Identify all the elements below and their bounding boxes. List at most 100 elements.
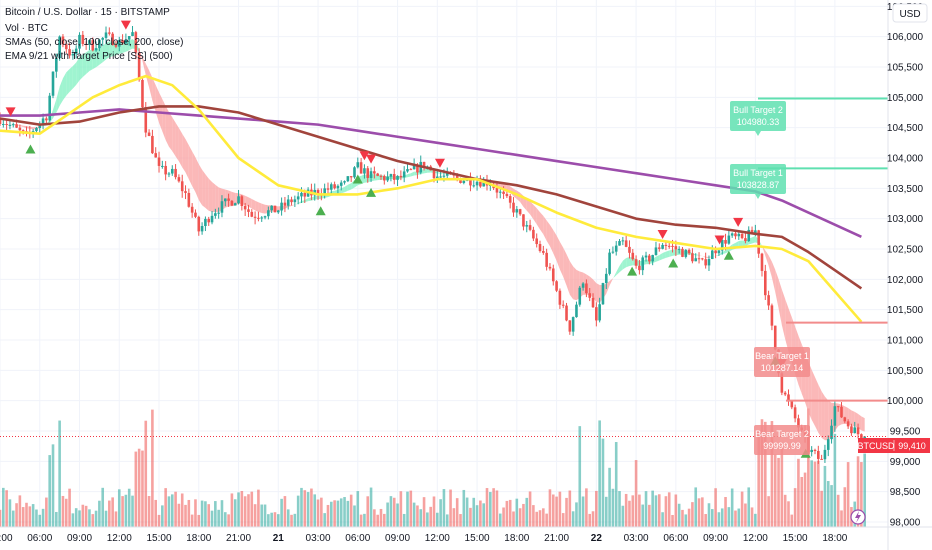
volume-bar bbox=[614, 442, 618, 527]
volume-bar bbox=[373, 509, 376, 527]
candle-body bbox=[167, 173, 171, 175]
candle-body bbox=[657, 247, 661, 249]
candle-body bbox=[697, 258, 701, 260]
volume-bar bbox=[462, 489, 466, 527]
candle-body bbox=[194, 212, 197, 217]
currency-label[interactable]: USD bbox=[892, 3, 928, 23]
candle-body bbox=[687, 249, 691, 254]
volume-bar bbox=[724, 497, 727, 527]
bear-ribbon-segment bbox=[291, 204, 295, 207]
volume-bar bbox=[525, 497, 529, 527]
replay-icon[interactable] bbox=[850, 509, 866, 525]
candle-body bbox=[214, 213, 217, 216]
bear-ribbon-segment bbox=[26, 126, 30, 129]
legend-volume: Vol · BTC bbox=[5, 23, 48, 34]
bear-ribbon-segment bbox=[824, 396, 829, 441]
volume-bar bbox=[505, 500, 509, 527]
bear-ribbon-segment bbox=[771, 261, 776, 293]
volume-bar bbox=[2, 487, 5, 527]
candle-body bbox=[638, 265, 641, 271]
bull-ribbon-segment bbox=[407, 173, 411, 178]
candle-body bbox=[681, 248, 684, 257]
volume-bar bbox=[634, 460, 638, 527]
volume-bar bbox=[35, 509, 38, 527]
candle-body bbox=[717, 250, 721, 254]
bear-signal-marker bbox=[120, 20, 131, 30]
candle-body bbox=[396, 175, 399, 180]
volume-bar bbox=[714, 488, 717, 527]
candle-body bbox=[227, 198, 230, 201]
volume-bar bbox=[51, 444, 55, 527]
candle-body bbox=[710, 250, 714, 260]
volume-bar bbox=[479, 500, 482, 527]
bull-ribbon-segment bbox=[622, 258, 627, 270]
candle-body bbox=[223, 198, 227, 202]
candle-body bbox=[455, 175, 459, 178]
bull-target-2-value: 104980.33 bbox=[737, 117, 780, 127]
volume-bar bbox=[329, 501, 333, 527]
volume-bar bbox=[452, 508, 456, 527]
volume-bar bbox=[595, 490, 598, 527]
candle-body bbox=[349, 176, 353, 178]
volume-bar bbox=[813, 461, 817, 527]
candle-body bbox=[250, 211, 254, 217]
volume-bars bbox=[0, 408, 866, 527]
volume-bar bbox=[657, 494, 661, 527]
candle-body bbox=[157, 157, 161, 166]
volume-bar bbox=[780, 443, 784, 527]
bull-signal-marker bbox=[627, 266, 638, 276]
bull-ribbon-segment bbox=[718, 251, 723, 256]
candle-body bbox=[329, 184, 333, 190]
candle-body bbox=[104, 32, 108, 38]
volume-bar bbox=[300, 487, 303, 527]
volume-bar bbox=[389, 496, 393, 527]
candle-body bbox=[48, 95, 51, 121]
bear-signal-marker bbox=[359, 151, 370, 161]
volume-bar bbox=[303, 490, 307, 527]
volume-bar bbox=[843, 487, 847, 527]
volume-bar bbox=[684, 514, 688, 527]
bull-ribbon-segment bbox=[414, 171, 418, 176]
candle-body bbox=[505, 193, 509, 197]
volume-bar bbox=[313, 494, 317, 527]
candle-body bbox=[734, 233, 737, 237]
candle-body bbox=[21, 130, 25, 132]
y-tick-label: 99,500 bbox=[890, 427, 921, 438]
x-tick-label: 03:00 bbox=[0, 533, 13, 544]
bull-ribbon-segment bbox=[722, 250, 726, 255]
candle-body bbox=[575, 304, 578, 318]
volume-bar bbox=[730, 488, 734, 527]
candle-body bbox=[170, 168, 174, 174]
volume-bar bbox=[674, 494, 678, 527]
bear-ribbon-segment bbox=[503, 183, 507, 190]
volume-bar bbox=[161, 505, 164, 527]
candle-body bbox=[482, 179, 485, 187]
bull-ribbon-segment bbox=[344, 184, 348, 193]
sma50-line bbox=[0, 74, 863, 323]
volume-bar bbox=[48, 455, 51, 527]
bull-ribbon-segment bbox=[66, 69, 70, 96]
bear-target-1-label: Bear Target 1 101287.14 bbox=[754, 347, 810, 377]
candle-body bbox=[763, 270, 767, 296]
candle-body bbox=[240, 196, 244, 206]
bull-ribbon-segment bbox=[129, 39, 133, 51]
bear-ribbon-segment bbox=[258, 202, 262, 214]
bear-ribbon-segment bbox=[202, 169, 206, 208]
volume-bar bbox=[45, 497, 48, 527]
candle-body bbox=[253, 216, 257, 218]
volume-bar bbox=[823, 465, 827, 527]
bull-ribbon-segment bbox=[742, 240, 746, 247]
candle-body bbox=[532, 229, 535, 239]
bull-ribbon-segment bbox=[629, 256, 633, 266]
candle-body bbox=[787, 394, 790, 402]
candle-body bbox=[15, 124, 18, 128]
candle-body bbox=[631, 252, 635, 260]
candle-body bbox=[542, 251, 545, 253]
candle-body bbox=[270, 205, 273, 211]
volume-bar bbox=[81, 504, 85, 527]
volume-bar bbox=[180, 493, 184, 527]
volume-bar bbox=[426, 512, 429, 527]
candle-body bbox=[373, 171, 376, 174]
bull-ribbon-segment bbox=[72, 62, 77, 89]
